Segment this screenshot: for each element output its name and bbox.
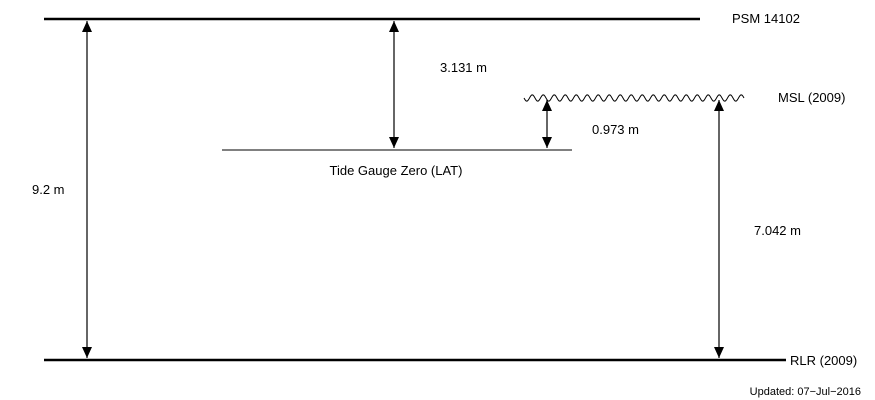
rlr-label: RLR (2009) — [790, 353, 857, 368]
tide-gauge-zero-label: Tide Gauge Zero (LAT) — [330, 163, 463, 178]
msl-label: MSL (2009) — [778, 90, 845, 105]
psm-label: PSM 14102 — [732, 11, 800, 26]
psm-to-rlr-value: 9.2 m — [32, 182, 65, 197]
msl-to-rlr-value: 7.042 m — [754, 223, 801, 238]
msl-to-tgz-value: 0.973 m — [592, 122, 639, 137]
msl-wave-line — [523, 94, 745, 102]
psm-to-tgz-value: 3.131 m — [440, 60, 487, 75]
updated-date: Updated: 07−Jul−2016 — [750, 386, 861, 398]
